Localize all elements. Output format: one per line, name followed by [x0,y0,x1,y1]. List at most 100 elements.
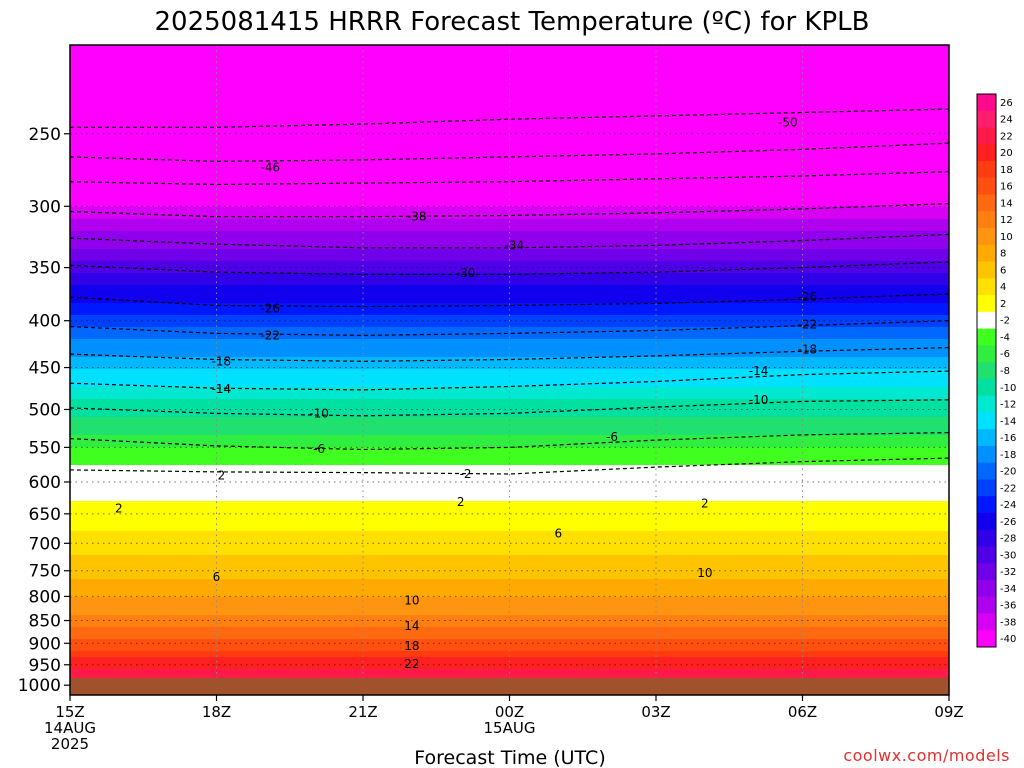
contour-label: -10 [749,393,769,407]
field-band [70,189,949,196]
field-band [70,597,949,604]
colorbar-tick-label: -34 [1000,584,1016,595]
field-band [70,579,949,586]
colorbar-swatch [977,479,996,497]
x-tick-label: 14AUG [44,719,96,737]
x-tick-label: 09Z [934,703,963,721]
field-band [70,435,949,442]
colorbar-tick-label: 24 [1000,115,1013,126]
field-band [70,393,949,400]
colorbar-swatch [977,613,996,631]
colorbar-tick-label: -2 [1000,316,1010,327]
contour-label: 22 [404,657,419,671]
field-band [70,255,949,262]
colorbar-swatch [977,462,996,480]
contour-label: -26 [260,302,280,316]
y-tick-label: 650 [29,505,61,525]
field-band [70,591,949,598]
colorbar-swatch [977,127,996,145]
field-band [70,123,949,130]
field-band [70,237,949,244]
x-tick-label: 06Z [788,703,817,721]
colorbar-tick-label: -38 [1000,617,1016,628]
contour-label: -22 [798,318,818,332]
field-band [70,633,949,640]
contour-label: -14 [212,382,232,396]
field-band [70,363,949,370]
field-band [70,327,949,334]
field-band [70,69,949,76]
field-band [70,561,949,568]
y-tick-label: 1000 [18,676,61,696]
field-band [70,639,949,646]
field-band [70,297,949,304]
y-tick-label: 700 [29,534,61,554]
field-band [70,45,949,52]
colorbar-tick-label: -6 [1000,349,1010,360]
contour-label: -34 [505,238,525,252]
field-band [70,627,949,634]
contour-label: 2 [457,495,465,509]
field-band [70,567,949,574]
colorbar-tick-label: 12 [1000,215,1013,226]
y-tick-label: 550 [29,438,61,458]
field-band [70,507,949,514]
contour-label: -6 [606,430,618,444]
ground-layer [70,678,949,695]
field-band [70,387,949,394]
field-band [70,105,949,112]
colorbar-tick-label: -40 [1000,634,1016,645]
contour-label: -14 [749,364,769,378]
colorbar-tick-label: 8 [1000,249,1006,260]
field-band [70,429,949,436]
field-band [70,57,949,64]
y-tick-label: 900 [29,634,61,654]
colorbar-swatch [977,144,996,162]
colorbar-tick-label: -16 [1000,433,1016,444]
colorbar-tick-label: -18 [1000,450,1016,461]
colorbar-swatch [977,579,996,598]
field-band [70,375,949,382]
colorbar-swatch [977,328,996,346]
colorbar-tick-label: 2 [1000,299,1006,310]
colorbar-tick-label: 22 [1000,131,1013,142]
field-band [70,117,949,124]
colorbar-tick-label: -30 [1000,550,1016,561]
contour-label: -26 [798,290,818,304]
field-band [70,333,949,340]
field-band [70,555,949,562]
colorbar-tick-label: -20 [1000,467,1016,478]
colorbar-swatch [977,429,996,447]
field-band [70,249,949,256]
field-band [70,309,949,316]
contour-label: -38 [407,210,427,224]
x-tick-label: 18Z [202,703,231,721]
field-band [70,585,949,592]
contour-label: -10 [309,406,329,420]
colorbar-swatch [977,395,996,413]
colorbar-swatch [977,194,996,212]
field-band [70,423,949,430]
field-band [70,525,949,532]
field-band [70,495,949,502]
colorbar-swatch [977,529,996,547]
contour-label: -18 [212,354,232,368]
field-band [70,111,949,118]
x-tick-label: 15AUG [484,719,536,737]
colorbar-tick-label: -26 [1000,517,1016,528]
colorbar-tick-label: -36 [1000,601,1016,612]
contour-label: -50 [778,115,798,129]
colorbar-tick-label: -10 [1000,383,1016,394]
credit-link[interactable]: coolwx.com/models [843,746,1010,765]
contour-label: -6 [313,442,325,456]
field-band [70,129,949,136]
y-tick-label: 300 [29,197,61,217]
colorbar-tick-label: 10 [1000,232,1013,243]
field-band [70,645,949,652]
chart-title: 2025081415 HRRR Forecast Temperature (ºC… [155,7,870,37]
colorbar-swatch [977,161,996,179]
field-band [70,447,949,454]
colorbar-swatch [977,496,996,514]
colorbar-tick-label: -12 [1000,400,1016,411]
